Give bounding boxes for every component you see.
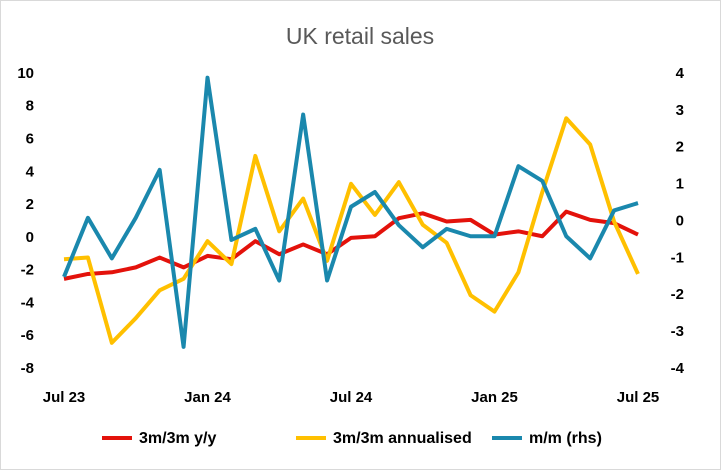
y-tick-label: -6 xyxy=(21,327,34,344)
legend-label: 3m/3m y/y xyxy=(139,430,216,447)
x-tick-label: Jul 24 xyxy=(330,389,373,406)
x-tick-label: Jan 25 xyxy=(471,389,518,406)
y2-tick-label: 0 xyxy=(676,212,684,229)
legend-label: 3m/3m annualised xyxy=(333,430,472,447)
y2-tick-label: -1 xyxy=(671,249,684,266)
y-tick-label: 10 xyxy=(17,65,34,82)
x-tick-label: Jul 25 xyxy=(617,389,660,406)
y-tick-label: 8 xyxy=(26,98,34,115)
y-tick-label: 6 xyxy=(26,131,34,148)
series-line xyxy=(63,116,640,345)
y2-tick-label: -3 xyxy=(671,323,684,340)
y-tick-label: -2 xyxy=(21,262,34,279)
y2-tick-label: 3 xyxy=(676,102,684,119)
y-tick-label: -4 xyxy=(21,294,35,311)
y-tick-label: -8 xyxy=(21,360,34,377)
chart-title: UK retail sales xyxy=(286,23,434,49)
series-line xyxy=(63,209,639,281)
y2-tick-label: 1 xyxy=(676,176,684,193)
series-line xyxy=(62,75,639,349)
x-tick-label: Jan 24 xyxy=(184,389,231,406)
y2-tick-label: 2 xyxy=(676,139,684,156)
legend-label: m/m (rhs) xyxy=(529,430,602,447)
y-tick-label: 4 xyxy=(26,163,35,180)
y-tick-label: 0 xyxy=(26,229,34,246)
x-tick-label: Jul 23 xyxy=(43,389,86,406)
y2-tick-label: -4 xyxy=(671,360,685,377)
y-tick-label: 2 xyxy=(26,196,34,213)
y2-tick-label: -2 xyxy=(671,286,684,303)
y2-tick-label: 4 xyxy=(676,65,685,82)
